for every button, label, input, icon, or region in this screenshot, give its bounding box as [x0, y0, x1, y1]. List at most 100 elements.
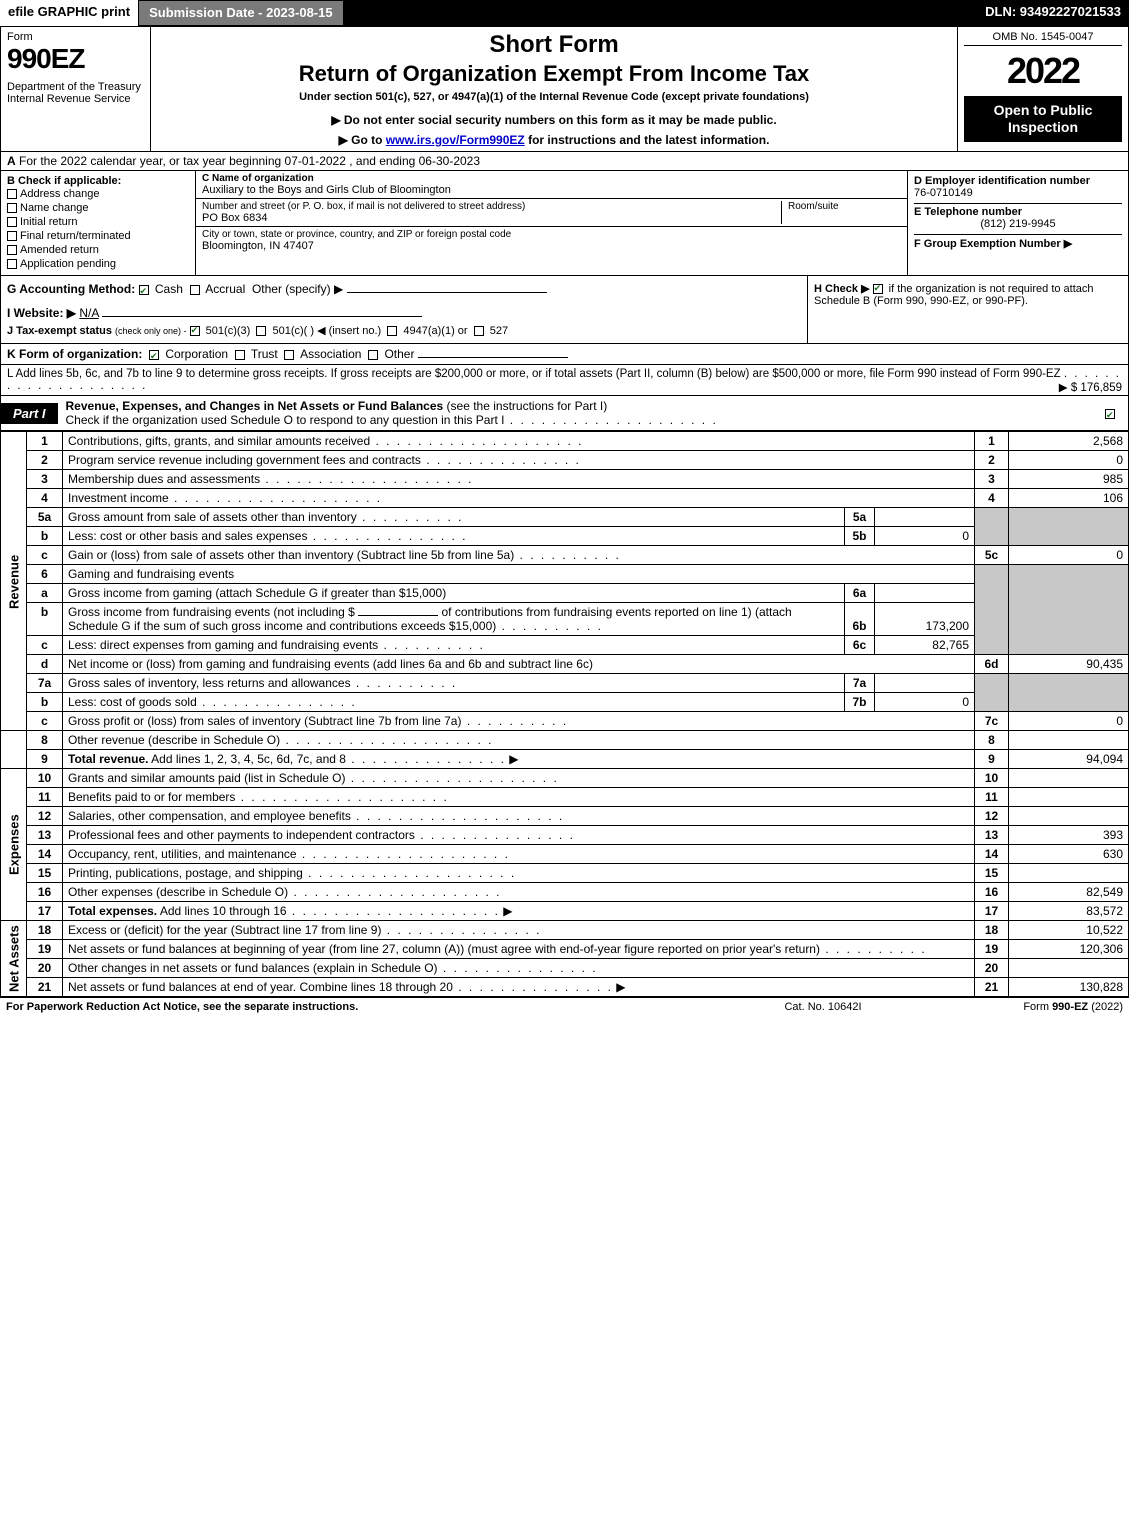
checkbox-icon[interactable]	[1105, 409, 1115, 419]
table-row: c Less: direct expenses from gaming and …	[1, 636, 1129, 655]
row-i: I Website: ▶ N/A	[7, 306, 801, 320]
l-amount: ▶ $ 176,859	[1059, 380, 1122, 394]
table-row: Revenue 1 Contributions, gifts, grants, …	[1, 432, 1129, 451]
revenue-vlabel: Revenue	[1, 432, 27, 731]
checkbox-icon[interactable]	[7, 245, 17, 255]
org-name-block: C Name of organization Auxiliary to the …	[196, 171, 907, 199]
under-section: Under section 501(c), 527, or 4947(a)(1)…	[157, 91, 951, 103]
chk-name-change: Name change	[7, 201, 189, 215]
h-pre: H Check ▶	[814, 283, 870, 295]
checkbox-icon[interactable]	[149, 350, 159, 360]
table-row: c Gross profit or (loss) from sales of i…	[1, 712, 1129, 731]
checkbox-icon[interactable]	[190, 326, 200, 336]
other-specify-input[interactable]	[347, 292, 547, 293]
table-row: 8 Other revenue (describe in Schedule O)…	[1, 731, 1129, 750]
website-value: N/A	[79, 306, 98, 320]
submission-date: Submission Date - 2023-08-15	[138, 0, 344, 26]
goto-pre: ▶ Go to	[339, 133, 386, 147]
checkbox-icon[interactable]	[7, 203, 17, 213]
table-row: 12 Salaries, other compensation, and emp…	[1, 807, 1129, 826]
dots-icon	[504, 413, 717, 427]
checkbox-icon[interactable]	[190, 285, 200, 295]
form-word: Form	[7, 31, 144, 43]
org-street-block: Number and street (or P. O. box, if mail…	[196, 199, 907, 227]
table-row: 20 Other changes in net assets or fund b…	[1, 959, 1129, 978]
table-row: 14 Occupancy, rent, utilities, and maint…	[1, 845, 1129, 864]
table-row: 7a Gross sales of inventory, less return…	[1, 674, 1129, 693]
efile-label[interactable]: efile GRAPHIC print	[0, 0, 138, 26]
checkbox-icon[interactable]	[284, 350, 294, 360]
checkbox-icon[interactable]	[7, 231, 17, 241]
org-name-label: C Name of organization	[202, 173, 901, 184]
row-l: L Add lines 5b, 6c, and 7b to line 9 to …	[0, 365, 1129, 396]
k-label: K Form of organization:	[7, 347, 142, 361]
col-b-header: B Check if applicable:	[7, 175, 189, 187]
checkbox-icon[interactable]	[7, 217, 17, 227]
phone-label: E Telephone number	[914, 206, 1122, 218]
ein-label: D Employer identification number	[914, 175, 1122, 187]
table-row: c Gain or (loss) from sale of assets oth…	[1, 546, 1129, 565]
header-right: OMB No. 1545-0047 2022 Open to Public In…	[958, 27, 1128, 151]
checkbox-icon[interactable]	[235, 350, 245, 360]
checkbox-icon[interactable]	[873, 284, 883, 294]
table-row: 3 Membership dues and assessments 3 985	[1, 470, 1129, 489]
checkbox-icon[interactable]	[474, 326, 484, 336]
ein-value: 76-0710149	[914, 187, 1122, 199]
dln-label: DLN: 93492227021533	[977, 0, 1129, 26]
row-a-text: For the 2022 calendar year, or tax year …	[19, 154, 480, 168]
row-h: H Check ▶ if the organization is not req…	[808, 276, 1128, 343]
i-label: I Website: ▶	[7, 306, 76, 320]
checkbox-icon[interactable]	[256, 326, 266, 336]
table-row: b Less: cost of goods sold 7b 0	[1, 693, 1129, 712]
other-org-line	[418, 357, 568, 358]
checkbox-icon[interactable]	[139, 285, 149, 295]
header-center: Short Form Return of Organization Exempt…	[151, 27, 958, 151]
table-row: a Gross income from gaming (attach Sched…	[1, 584, 1129, 603]
top-bar: efile GRAPHIC print Submission Date - 20…	[0, 0, 1129, 26]
g-label: G Accounting Method:	[7, 282, 135, 296]
row-a: A For the 2022 calendar year, or tax yea…	[0, 152, 1129, 171]
checkbox-icon[interactable]	[7, 189, 17, 199]
org-name: Auxiliary to the Boys and Girls Club of …	[202, 184, 901, 196]
return-title: Return of Organization Exempt From Incom…	[157, 61, 951, 87]
phone-value: (812) 219-9945	[914, 218, 1122, 230]
irs-link[interactable]: www.irs.gov/Form990EZ	[386, 133, 525, 147]
street-label: Number and street (or P. O. box, if mail…	[202, 201, 781, 212]
table-row: 16 Other expenses (describe in Schedule …	[1, 883, 1129, 902]
netassets-vlabel: Net Assets	[1, 921, 27, 997]
table-row: 11 Benefits paid to or for members 11	[1, 788, 1129, 807]
table-row: Net Assets 18 Excess or (deficit) for th…	[1, 921, 1129, 940]
form-id-block: Form 990EZ Department of the Treasury In…	[1, 27, 151, 151]
department-label: Department of the Treasury Internal Reve…	[7, 81, 144, 105]
checkbox-icon[interactable]	[7, 259, 17, 269]
tax-year: 2022	[964, 50, 1122, 92]
table-row: b Less: cost or other basis and sales ex…	[1, 527, 1129, 546]
group-label: F Group Exemption Number ▶	[914, 237, 1122, 250]
chk-address-change: Address change	[7, 187, 189, 201]
chk-amended-return: Amended return	[7, 243, 189, 257]
table-row: 19 Net assets or fund balances at beginn…	[1, 940, 1129, 959]
checkbox-icon[interactable]	[368, 350, 378, 360]
row-j: J Tax-exempt status (check only one) - 5…	[7, 324, 801, 337]
row-k: K Form of organization: Corporation Trus…	[0, 344, 1129, 365]
org-city-block: City or town, state or province, country…	[196, 227, 907, 254]
schedule-o-check	[1105, 406, 1128, 420]
goto-note: ▶ Go to www.irs.gov/Form990EZ for instru…	[157, 133, 951, 147]
table-row: 4 Investment income 4 106	[1, 489, 1129, 508]
l-text: L Add lines 5b, 6c, and 7b to line 9 to …	[7, 368, 1061, 380]
section-ghi: G Accounting Method: Cash Accrual Other …	[0, 275, 1129, 344]
row-g: G Accounting Method: Cash Accrual Other …	[7, 282, 801, 296]
ghi-left: G Accounting Method: Cash Accrual Other …	[1, 276, 808, 343]
ssn-note: ▶ Do not enter social security numbers o…	[157, 113, 951, 127]
footer-left: For Paperwork Reduction Act Notice, see …	[6, 1001, 723, 1013]
form-table: Revenue 1 Contributions, gifts, grants, …	[0, 431, 1129, 997]
footer-center: Cat. No. 10642I	[723, 1001, 923, 1013]
footer-right: Form 990-EZ (2022)	[923, 1001, 1123, 1013]
table-row: 5a Gross amount from sale of assets othe…	[1, 508, 1129, 527]
info-grid: B Check if applicable: Address change Na…	[0, 171, 1129, 275]
short-form-title: Short Form	[157, 31, 951, 59]
chk-final-return: Final return/terminated	[7, 229, 189, 243]
chk-application-pending: Application pending	[7, 257, 189, 271]
checkbox-icon[interactable]	[387, 326, 397, 336]
table-row: 15 Printing, publications, postage, and …	[1, 864, 1129, 883]
